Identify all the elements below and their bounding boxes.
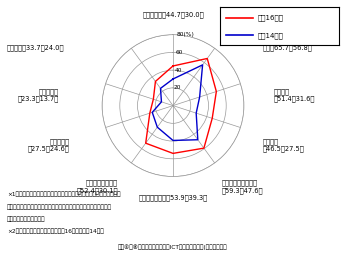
Text: 図表④～⑧　〔出典〕「企業のICT活用現状調査」(ウェブ調査）: 図表④～⑧ 〔出典〕「企業のICT活用現状調査」(ウェブ調査）	[118, 244, 228, 250]
Text: 情報共有（33.7、24.0）: 情報共有（33.7、24.0）	[7, 44, 64, 51]
Text: 平成14年度: 平成14年度	[258, 32, 284, 39]
Text: 調達（65.7、56.8）: 調達（65.7、56.8）	[263, 44, 313, 51]
Text: 販売・販売促進（53.9、39.3）: 販売・販売促進（53.9、39.3）	[138, 194, 208, 201]
Text: 給与・人事
（23.3、13.7）: 給与・人事 （23.3、13.7）	[18, 88, 59, 102]
Text: 20: 20	[174, 85, 181, 90]
Text: アフターサービス
（52.4、30.1）: アフターサービス （52.4、30.1）	[76, 180, 118, 194]
Text: 物流・サービス提供
（59.3、47.6）: 物流・サービス提供 （59.3、47.6）	[221, 180, 263, 194]
Text: 開発・設計（44.7、30.0）: 開発・設計（44.7、30.0）	[142, 12, 204, 18]
Text: ×1「大部分の企業・顧客と社外の通信ネットワークを通じて接続」又: ×1「大部分の企業・顧客と社外の通信ネットワークを通じて接続」又	[7, 191, 120, 197]
Text: 経理・会計
（27.5、24.6）: 経理・会計 （27.5、24.6）	[27, 138, 69, 152]
Text: 80(%): 80(%)	[176, 32, 194, 37]
Text: 在庫管理
（51.4、31.6）: 在庫管理 （51.4、31.6）	[273, 88, 315, 102]
Text: と回答した企業の割合: と回答した企業の割合	[7, 216, 45, 222]
Text: 商品生産
（46.5、27.5）: 商品生産 （46.5、27.5）	[263, 138, 305, 152]
Text: ×2　（　）内の数字は、順に平成16年度、平成14年度: ×2 （ ）内の数字は、順に平成16年度、平成14年度	[7, 228, 104, 234]
Text: は「一部の企業・顧客と社外の通信ネットワークを通じて接続」: は「一部の企業・顧客と社外の通信ネットワークを通じて接続」	[7, 205, 112, 210]
Text: 40: 40	[175, 68, 182, 73]
Text: 平成16年度: 平成16年度	[258, 15, 284, 21]
Text: 60: 60	[176, 50, 183, 55]
